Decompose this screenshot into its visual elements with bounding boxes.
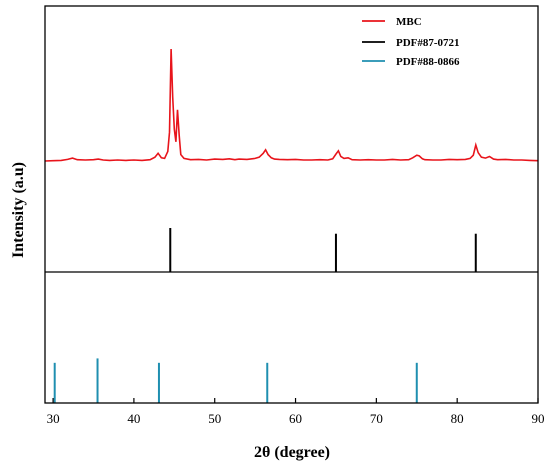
series-layer xyxy=(44,48,539,403)
x-axis-title: 2θ (degree) xyxy=(254,444,330,461)
x-tick-label: 80 xyxy=(451,411,464,426)
legend-label: PDF#88-0866 xyxy=(396,56,460,68)
x-axis-ticks: 30 40 50 60 70 80 90 xyxy=(47,398,545,426)
legend: MBC PDF#87-0721 PDF#88-0866 xyxy=(362,16,460,68)
x-tick-label: 50 xyxy=(208,411,221,426)
x-tick-label: 30 xyxy=(47,411,60,426)
y-axis-title: Intensity (a.u) xyxy=(10,162,27,258)
x-tick-label: 90 xyxy=(532,411,545,426)
x-tick-label: 60 xyxy=(289,411,302,426)
legend-label: PDF#87-0721 xyxy=(396,37,460,49)
legend-label: MBC xyxy=(396,16,422,28)
series-line-mbc xyxy=(44,48,539,162)
x-tick-label: 70 xyxy=(370,411,383,426)
x-tick-label: 40 xyxy=(127,411,140,426)
plot-frame xyxy=(44,5,539,404)
